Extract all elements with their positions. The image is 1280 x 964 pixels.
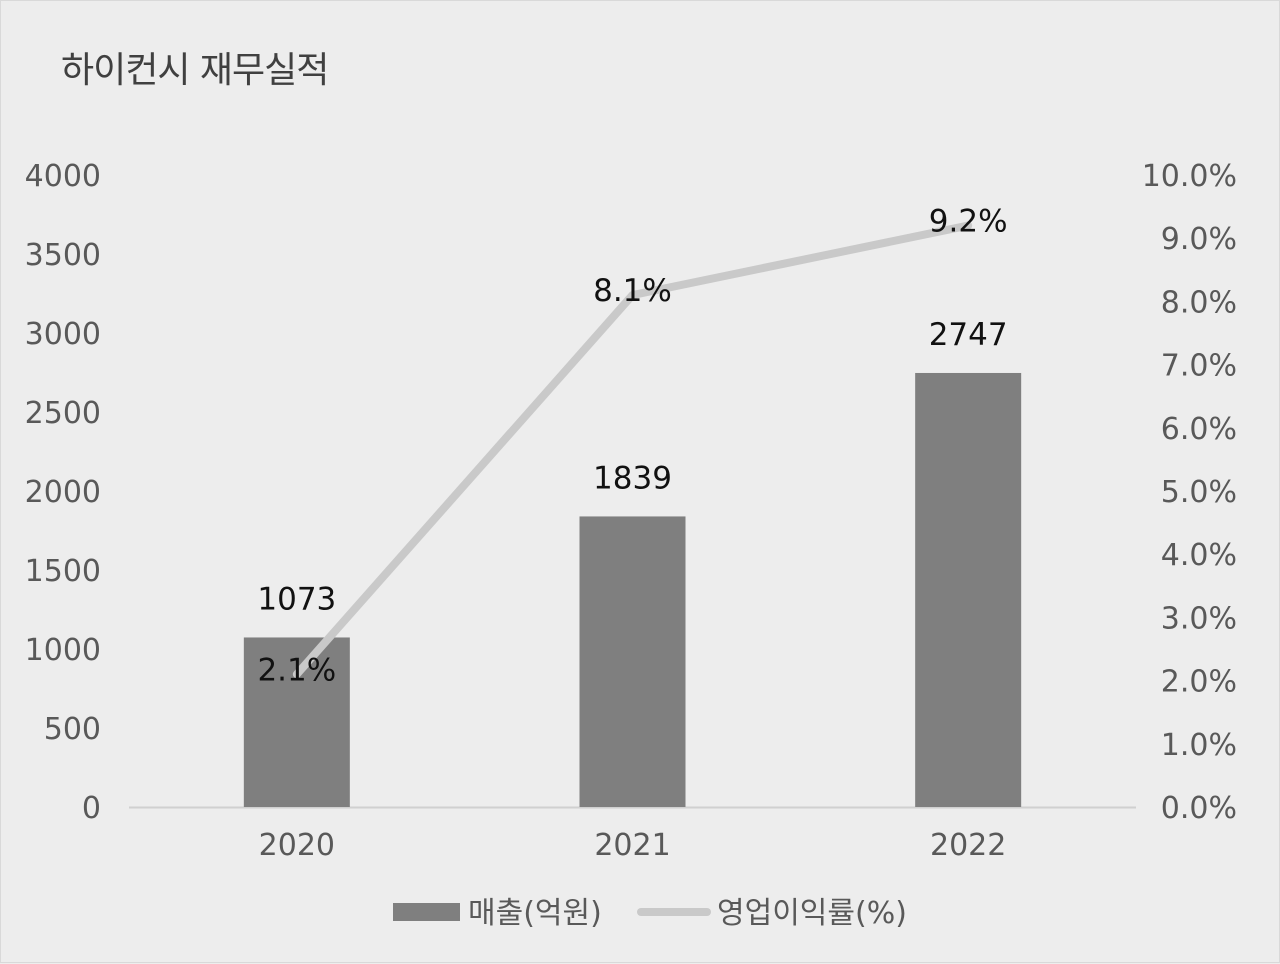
bar-data-label: 1073 [257,581,336,617]
x-tick-label: 2021 [594,828,670,863]
y-right-tick-label: 0.0% [1161,791,1237,826]
y-left-tick-label: 1500 [25,554,101,589]
line-data-label: 2.1% [257,652,336,688]
y-left-tick-label: 2000 [25,475,101,510]
legend-label-revenue: 매출(억원) [468,896,602,931]
y-right-tick-label: 6.0% [1161,412,1237,447]
y-right-tick-label: 1.0% [1161,728,1237,763]
y-right-tick-label: 8.0% [1161,285,1237,320]
bar-data-label: 2747 [929,317,1008,353]
legend-label-margin: 영업이익률(%) [717,896,907,931]
bar-2022 [915,373,1021,807]
y-right-tick-label: 5.0% [1161,475,1237,510]
y-right-tick-label: 9.0% [1161,222,1237,257]
line-data-label: 8.1% [593,273,672,309]
y-left-tick-label: 500 [44,712,101,747]
y-right-tick-label: 10.0% [1142,159,1237,194]
x-tick-label: 2020 [259,828,335,863]
y-left-tick-label: 3500 [25,238,101,273]
bar-data-label: 1839 [593,460,672,496]
y-right-tick-label: 7.0% [1161,349,1237,384]
bar-2021 [580,516,686,807]
line-data-label: 9.2% [929,204,1008,240]
y-left-tick-label: 3000 [25,317,101,352]
x-tick-label: 2022 [930,828,1006,863]
y-left-tick-label: 0 [82,791,101,826]
y-right-tick-label: 2.0% [1161,665,1237,700]
y-left-tick-label: 4000 [25,159,101,194]
y-left-tick-label: 1000 [25,633,101,668]
y-right-tick-label: 4.0% [1161,538,1237,573]
legend-swatch-bar [393,903,460,921]
y-left-tick-label: 2500 [25,396,101,431]
y-right-tick-label: 3.0% [1161,601,1237,636]
